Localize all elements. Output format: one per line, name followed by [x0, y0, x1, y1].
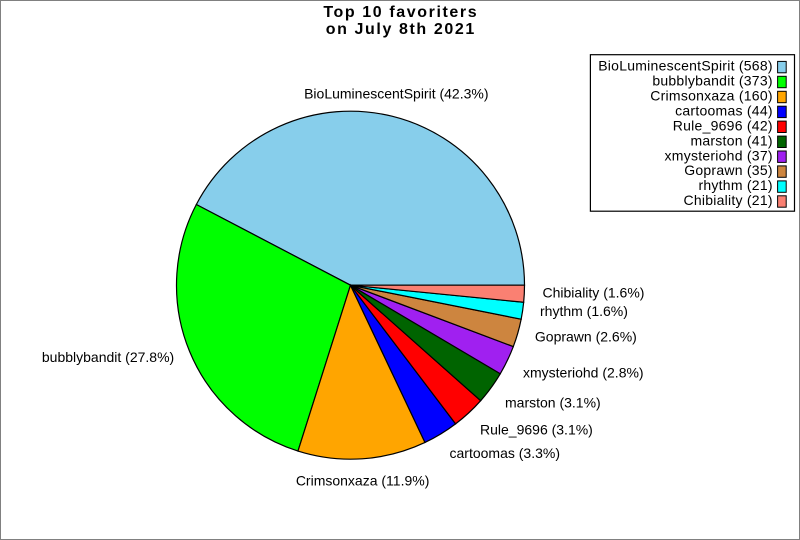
- svg-text:Chibiality (1.6%): Chibiality (1.6%): [543, 285, 645, 301]
- svg-text:rhythm (1.6%): rhythm (1.6%): [540, 303, 628, 319]
- svg-text:cartoomas (3.3%): cartoomas (3.3%): [450, 445, 560, 461]
- svg-text:cartoomas (44): cartoomas (44): [675, 103, 773, 119]
- svg-text:Crimsonxaza (160): Crimsonxaza (160): [650, 88, 773, 104]
- svg-text:on July 8th 2021: on July 8th 2021: [326, 21, 476, 38]
- svg-text:Top 10 favoriters: Top 10 favoriters: [323, 4, 478, 21]
- svg-text:marston (3.1%): marston (3.1%): [505, 395, 601, 411]
- svg-text:Rule_9696 (3.1%): Rule_9696 (3.1%): [480, 422, 593, 438]
- svg-text:Chibiality (21): Chibiality (21): [683, 192, 772, 208]
- svg-text:Goprawn (2.6%): Goprawn (2.6%): [535, 329, 637, 345]
- svg-text:BioLuminescentSpirit (568): BioLuminescentSpirit (568): [598, 58, 773, 74]
- svg-text:Rule_9696 (42): Rule_9696 (42): [673, 117, 773, 133]
- svg-text:xmysteriohd (2.8%): xmysteriohd (2.8%): [523, 365, 644, 381]
- svg-text:bubblybandit (27.8%): bubblybandit (27.8%): [42, 349, 174, 365]
- svg-text:rhythm (21): rhythm (21): [698, 177, 772, 193]
- svg-text:Goprawn (35): Goprawn (35): [684, 162, 773, 178]
- svg-text:marston (41): marston (41): [690, 132, 772, 148]
- svg-text:xmysteriohd (37): xmysteriohd (37): [665, 147, 773, 163]
- svg-text:Crimsonxaza (11.9%): Crimsonxaza (11.9%): [296, 473, 430, 489]
- svg-text:BioLuminescentSpirit (42.3%): BioLuminescentSpirit (42.3%): [304, 86, 488, 102]
- svg-text:bubblybandit (373): bubblybandit (373): [652, 73, 772, 89]
